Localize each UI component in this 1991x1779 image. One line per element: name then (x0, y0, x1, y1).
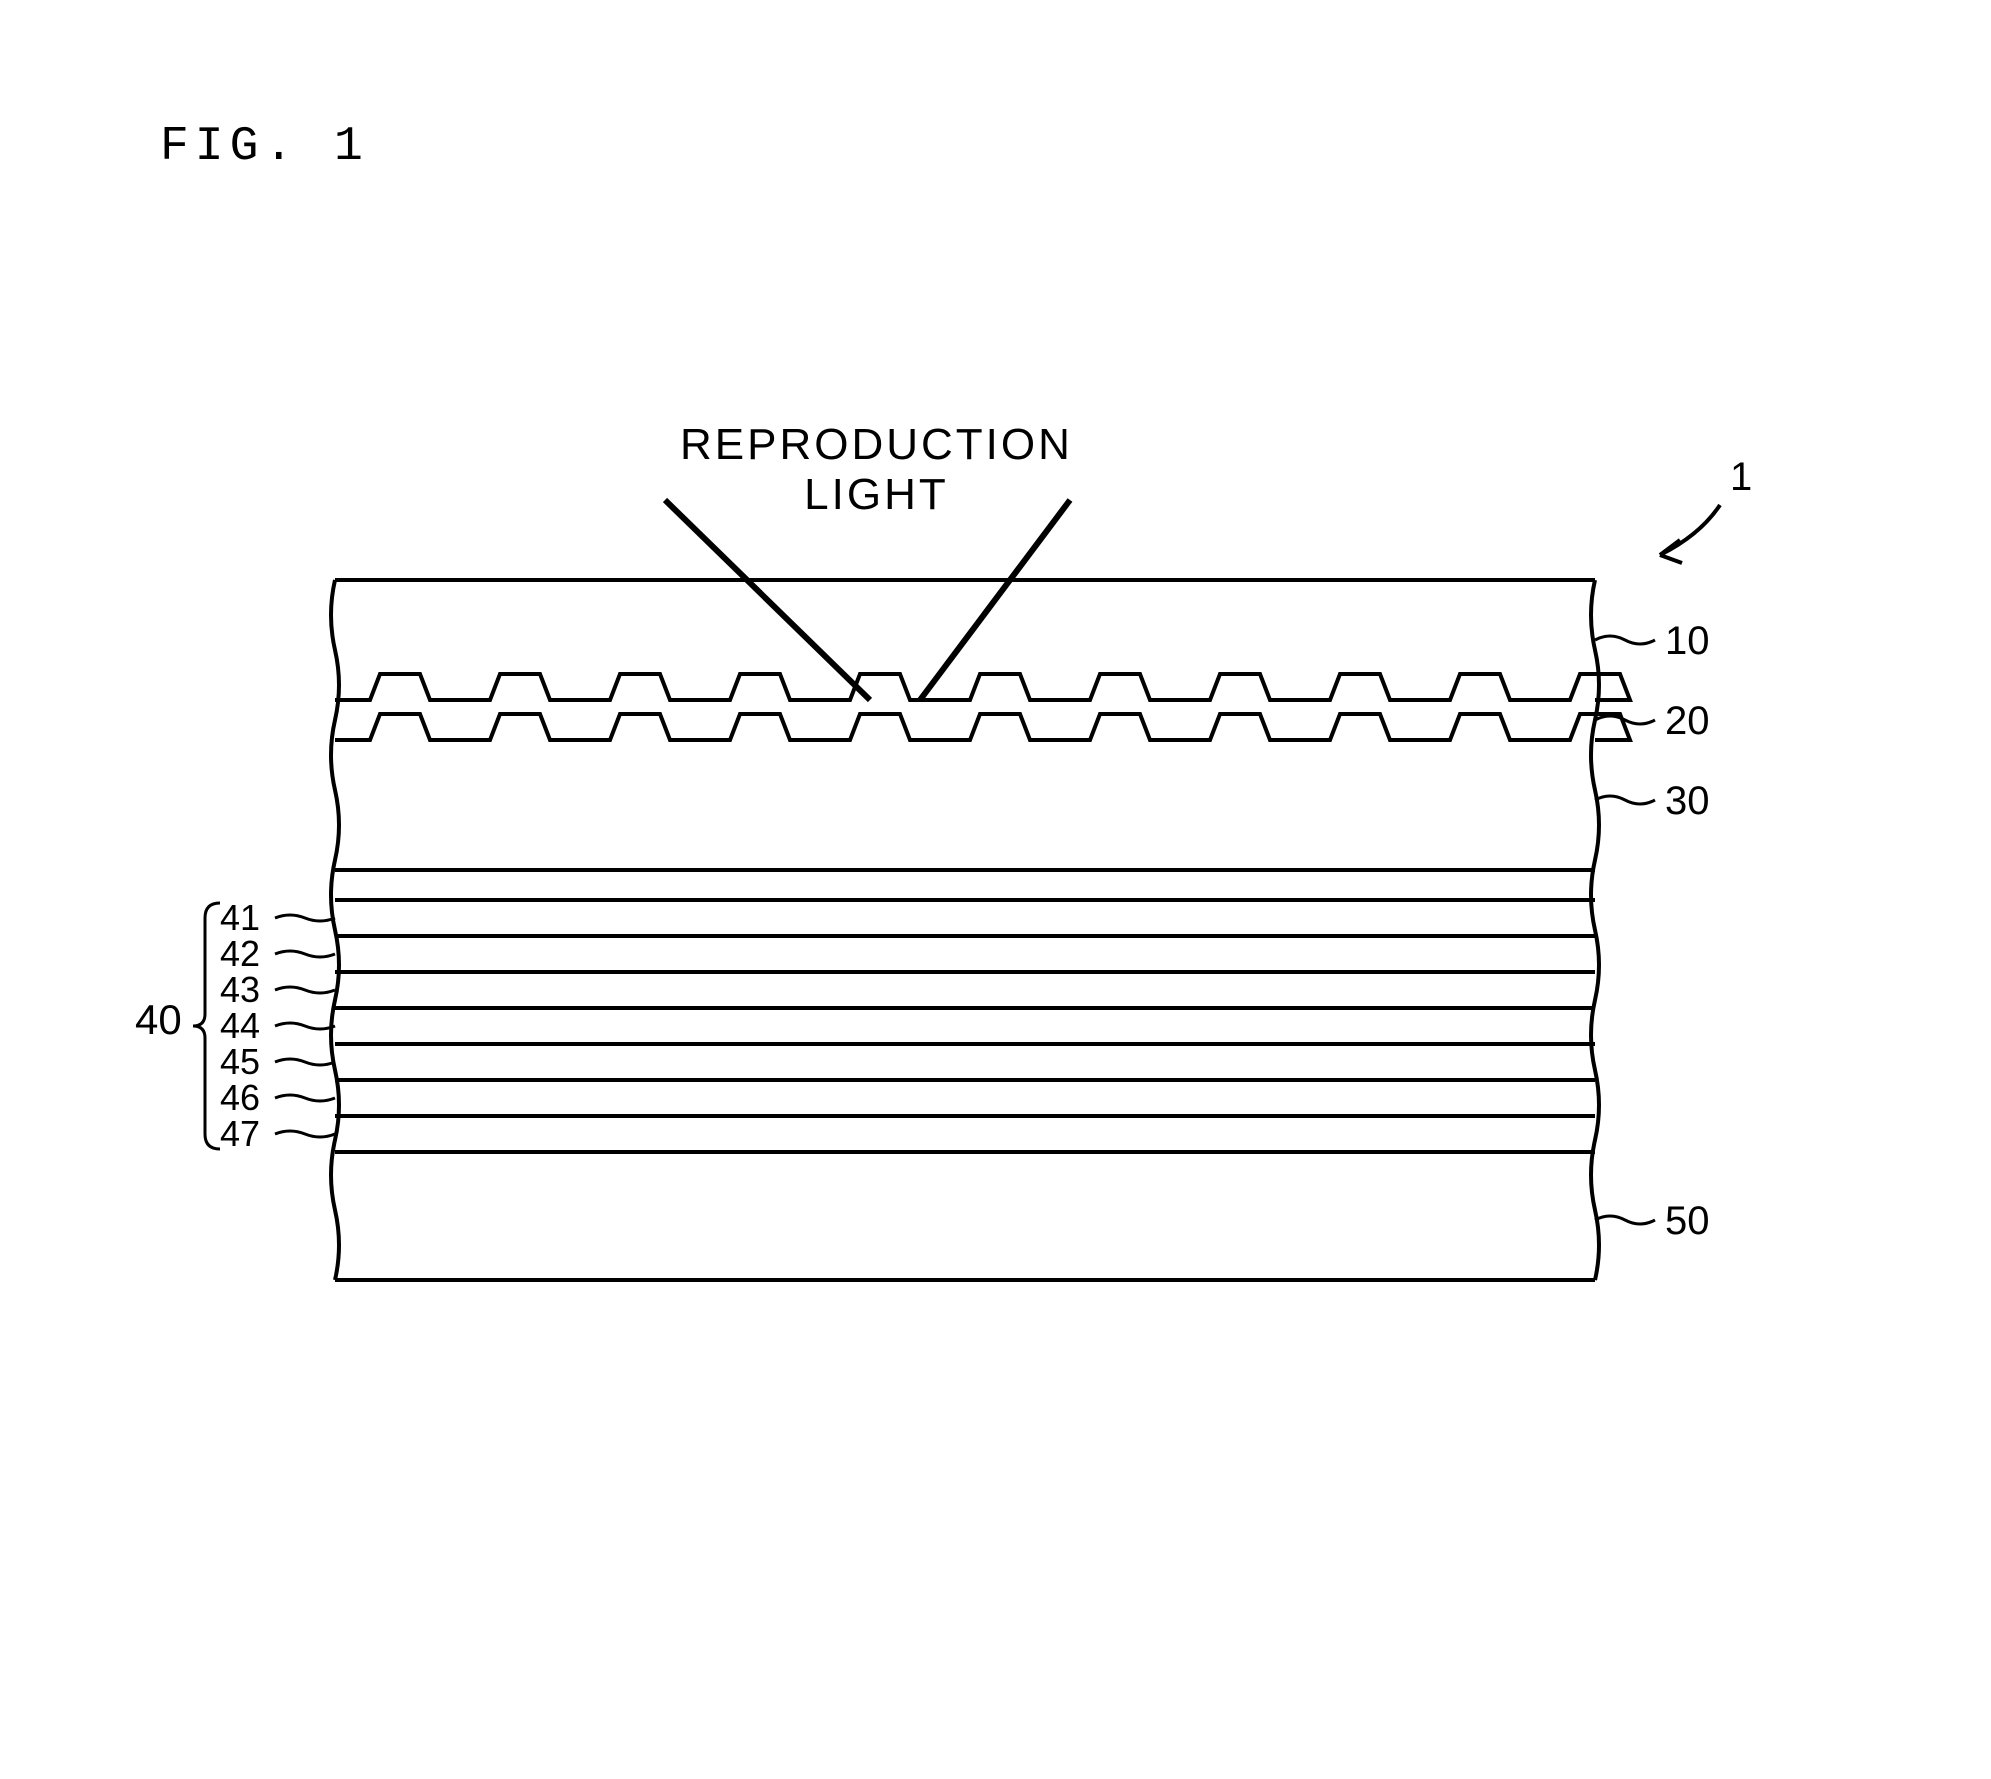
svg-text:42: 42 (220, 933, 260, 974)
svg-text:45: 45 (220, 1041, 260, 1082)
svg-text:44: 44 (220, 1005, 260, 1046)
light-label: REPRODUCTIONLIGHT (680, 420, 1073, 520)
svg-text:10: 10 (1665, 619, 1710, 663)
svg-text:47: 47 (220, 1113, 260, 1154)
svg-text:46: 46 (220, 1077, 260, 1118)
diagram-ref-label: 1 (1730, 455, 1752, 500)
svg-text:50: 50 (1665, 1199, 1710, 1243)
svg-text:20: 20 (1665, 699, 1710, 743)
svg-text:40: 40 (135, 996, 182, 1043)
diagram-svg: 10 20 30 50 41424344454647 40 (0, 0, 1991, 1779)
svg-text:41: 41 (220, 897, 260, 938)
svg-text:43: 43 (220, 969, 260, 1010)
svg-text:30: 30 (1665, 779, 1710, 823)
figure-title: FIG. 1 (160, 120, 369, 174)
